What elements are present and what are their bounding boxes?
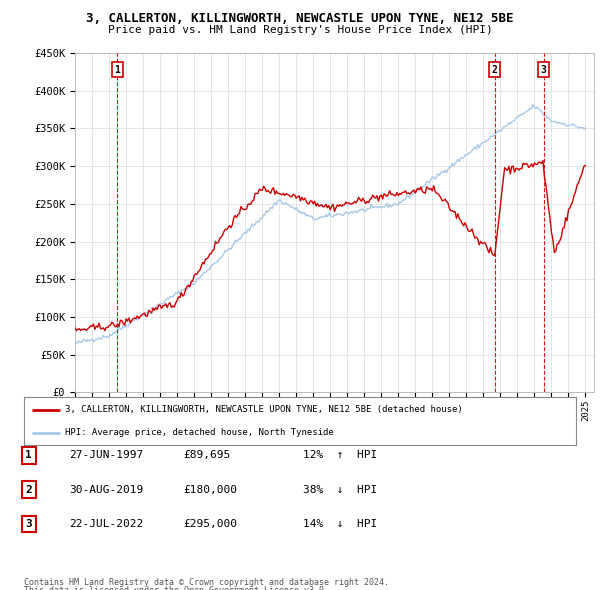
Text: 1: 1 xyxy=(115,65,121,75)
Text: £89,695: £89,695 xyxy=(183,451,230,460)
Text: 1: 1 xyxy=(25,451,32,460)
Text: 2: 2 xyxy=(25,485,32,494)
Text: Contains HM Land Registry data © Crown copyright and database right 2024.: Contains HM Land Registry data © Crown c… xyxy=(24,578,389,587)
Text: £180,000: £180,000 xyxy=(183,485,237,494)
Text: Price paid vs. HM Land Registry's House Price Index (HPI): Price paid vs. HM Land Registry's House … xyxy=(107,25,493,35)
Text: 30-AUG-2019: 30-AUG-2019 xyxy=(69,485,143,494)
Text: 27-JUN-1997: 27-JUN-1997 xyxy=(69,451,143,460)
Text: This data is licensed under the Open Government Licence v3.0.: This data is licensed under the Open Gov… xyxy=(24,586,329,590)
Text: 3: 3 xyxy=(541,65,547,75)
Text: 38%  ↓  HPI: 38% ↓ HPI xyxy=(303,485,377,494)
Text: 2: 2 xyxy=(491,65,497,75)
Text: 3, CALLERTON, KILLINGWORTH, NEWCASTLE UPON TYNE, NE12 5BE (detached house): 3, CALLERTON, KILLINGWORTH, NEWCASTLE UP… xyxy=(65,405,463,414)
Text: £295,000: £295,000 xyxy=(183,519,237,529)
Text: 14%  ↓  HPI: 14% ↓ HPI xyxy=(303,519,377,529)
Text: HPI: Average price, detached house, North Tyneside: HPI: Average price, detached house, Nort… xyxy=(65,428,334,437)
Text: 22-JUL-2022: 22-JUL-2022 xyxy=(69,519,143,529)
Text: 12%  ↑  HPI: 12% ↑ HPI xyxy=(303,451,377,460)
Text: 3, CALLERTON, KILLINGWORTH, NEWCASTLE UPON TYNE, NE12 5BE: 3, CALLERTON, KILLINGWORTH, NEWCASTLE UP… xyxy=(86,12,514,25)
Text: 3: 3 xyxy=(25,519,32,529)
